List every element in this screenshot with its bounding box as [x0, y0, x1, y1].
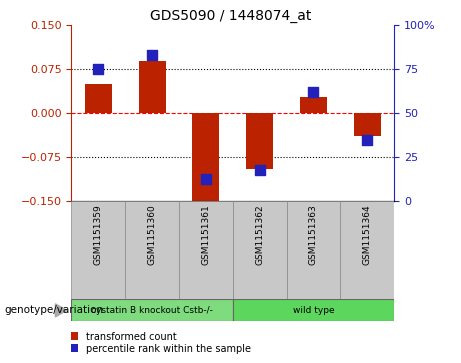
Bar — [125, 201, 179, 299]
Bar — [71, 299, 233, 321]
Bar — [287, 201, 340, 299]
Bar — [193, 113, 219, 204]
Text: GSM1151363: GSM1151363 — [309, 204, 318, 265]
Bar — [85, 84, 112, 113]
Bar — [233, 201, 287, 299]
Text: cystatin B knockout Cstb-/-: cystatin B knockout Cstb-/- — [91, 306, 213, 315]
Bar — [139, 61, 165, 113]
Point — [148, 52, 156, 58]
Point — [364, 137, 371, 143]
Bar — [233, 299, 394, 321]
Bar — [71, 201, 125, 299]
Text: GSM1151360: GSM1151360 — [148, 204, 157, 265]
Text: wild type: wild type — [293, 306, 334, 315]
Text: GSM1151359: GSM1151359 — [94, 204, 103, 265]
Point — [256, 167, 263, 173]
Text: GSM1151361: GSM1151361 — [201, 204, 210, 265]
Bar — [179, 201, 233, 299]
Bar — [354, 113, 381, 136]
Text: GDS5090 / 1448074_at: GDS5090 / 1448074_at — [150, 9, 311, 23]
Polygon shape — [55, 304, 67, 317]
Point — [202, 176, 210, 182]
Bar — [340, 201, 394, 299]
Bar — [300, 97, 327, 113]
Point — [95, 66, 102, 72]
Text: GSM1151364: GSM1151364 — [363, 204, 372, 265]
Text: genotype/variation: genotype/variation — [5, 305, 104, 315]
Point — [310, 89, 317, 95]
Text: GSM1151362: GSM1151362 — [255, 204, 264, 265]
Bar — [246, 113, 273, 169]
Legend: transformed count, percentile rank within the sample: transformed count, percentile rank withi… — [71, 331, 251, 354]
